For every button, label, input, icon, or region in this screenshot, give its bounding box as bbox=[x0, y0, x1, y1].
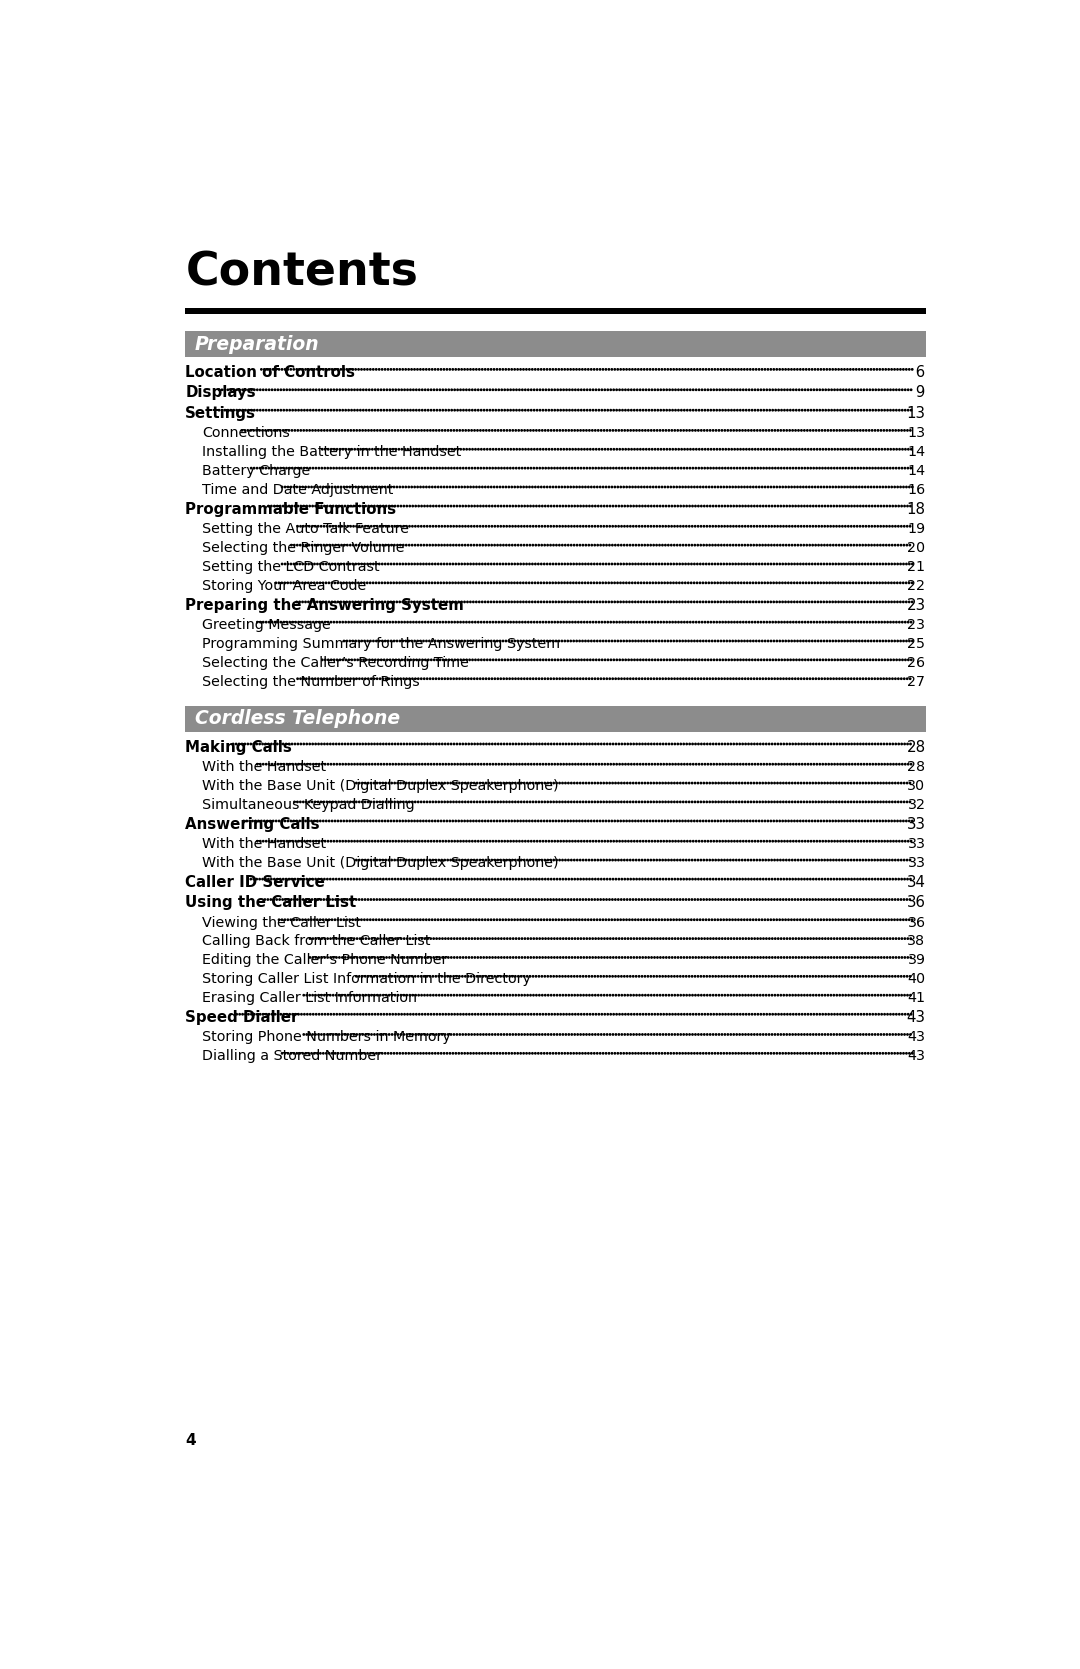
Text: 13: 13 bbox=[906, 406, 926, 421]
Text: 25: 25 bbox=[907, 638, 926, 651]
Text: 36: 36 bbox=[906, 895, 926, 910]
Text: Storing Caller List Information in the Directory: Storing Caller List Information in the D… bbox=[202, 973, 531, 986]
Text: Speed Dialler: Speed Dialler bbox=[186, 1010, 299, 1025]
Text: 34: 34 bbox=[906, 875, 926, 890]
Text: 36: 36 bbox=[907, 916, 926, 930]
Text: Editing the Caller’s Phone Number: Editing the Caller’s Phone Number bbox=[202, 953, 448, 968]
Text: 30: 30 bbox=[907, 779, 926, 793]
Text: 39: 39 bbox=[907, 953, 926, 968]
Text: Cordless Telephone: Cordless Telephone bbox=[194, 709, 400, 728]
Text: 6: 6 bbox=[912, 366, 926, 381]
Text: 14: 14 bbox=[907, 464, 926, 477]
Text: 22: 22 bbox=[907, 579, 926, 592]
Text: 33: 33 bbox=[907, 856, 926, 870]
Text: Greeting Message: Greeting Message bbox=[202, 618, 332, 633]
Text: Making Calls: Making Calls bbox=[186, 739, 293, 754]
Text: Erasing Caller List Information: Erasing Caller List Information bbox=[202, 991, 418, 1005]
Text: Installing the Battery in the Handset: Installing the Battery in the Handset bbox=[202, 446, 461, 459]
Text: 14: 14 bbox=[907, 446, 926, 459]
Text: 13: 13 bbox=[907, 426, 926, 441]
Text: 33: 33 bbox=[906, 816, 926, 831]
Text: 20: 20 bbox=[907, 541, 926, 556]
Text: Using the Caller List: Using the Caller List bbox=[186, 895, 356, 910]
Text: 23: 23 bbox=[907, 618, 926, 633]
Text: With the Base Unit (Digital Duplex Speakerphone): With the Base Unit (Digital Duplex Speak… bbox=[202, 779, 559, 793]
Text: 38: 38 bbox=[907, 935, 926, 948]
Text: 9: 9 bbox=[912, 386, 926, 401]
Text: Programming Summary for the Answering System: Programming Summary for the Answering Sy… bbox=[202, 638, 561, 651]
Text: Answering Calls: Answering Calls bbox=[186, 816, 320, 831]
Text: Selecting the Number of Rings: Selecting the Number of Rings bbox=[202, 674, 420, 689]
Text: Storing Your Area Code: Storing Your Area Code bbox=[202, 579, 367, 592]
Text: Viewing the Caller List: Viewing the Caller List bbox=[202, 916, 362, 930]
Text: Location of Controls: Location of Controls bbox=[186, 366, 355, 381]
Text: Time and Date Adjustment: Time and Date Adjustment bbox=[202, 482, 394, 497]
Text: 21: 21 bbox=[907, 559, 926, 574]
Text: 28: 28 bbox=[907, 759, 926, 774]
Text: With the Handset: With the Handset bbox=[202, 838, 326, 851]
Text: Preparing the Answering System: Preparing the Answering System bbox=[186, 598, 464, 613]
Text: 28: 28 bbox=[906, 739, 926, 754]
Text: 43: 43 bbox=[907, 1050, 926, 1063]
Text: 16: 16 bbox=[907, 482, 926, 497]
Text: 43: 43 bbox=[907, 1030, 926, 1045]
Text: 19: 19 bbox=[907, 522, 926, 536]
Text: Setting the Auto Talk Feature: Setting the Auto Talk Feature bbox=[202, 522, 409, 536]
Text: Calling Back from the Caller List: Calling Back from the Caller List bbox=[202, 935, 431, 948]
Text: Battery Charge: Battery Charge bbox=[202, 464, 311, 477]
Text: With the Handset: With the Handset bbox=[202, 759, 326, 774]
Text: Preparation: Preparation bbox=[194, 335, 320, 354]
Text: 33: 33 bbox=[907, 838, 926, 851]
Text: Caller ID Service: Caller ID Service bbox=[186, 875, 325, 890]
Text: Dialling a Stored Number: Dialling a Stored Number bbox=[202, 1050, 382, 1063]
Bar bbox=[186, 706, 926, 733]
Text: 43: 43 bbox=[906, 1010, 926, 1025]
Text: 4: 4 bbox=[186, 1432, 195, 1447]
Text: 41: 41 bbox=[907, 991, 926, 1005]
Text: 18: 18 bbox=[906, 502, 926, 517]
Text: Storing Phone Numbers in Memory: Storing Phone Numbers in Memory bbox=[202, 1030, 451, 1045]
Text: Displays: Displays bbox=[186, 386, 256, 401]
Text: Programmable Functions: Programmable Functions bbox=[186, 502, 396, 517]
Text: Settings: Settings bbox=[186, 406, 256, 421]
Text: Simultaneous Keypad Dialling: Simultaneous Keypad Dialling bbox=[202, 798, 415, 811]
Text: 26: 26 bbox=[907, 656, 926, 669]
Text: 23: 23 bbox=[906, 598, 926, 613]
Text: Connections: Connections bbox=[202, 426, 291, 441]
Text: 40: 40 bbox=[907, 973, 926, 986]
Text: Contents: Contents bbox=[186, 250, 418, 295]
Text: 32: 32 bbox=[907, 798, 926, 811]
Text: With the Base Unit (Digital Duplex Speakerphone): With the Base Unit (Digital Duplex Speak… bbox=[202, 856, 559, 870]
Bar bbox=[186, 330, 926, 357]
Text: Selecting the Caller’s Recording Time: Selecting the Caller’s Recording Time bbox=[202, 656, 470, 669]
Text: Selecting the Ringer Volume: Selecting the Ringer Volume bbox=[202, 541, 405, 556]
Text: Setting the LCD Contrast: Setting the LCD Contrast bbox=[202, 559, 380, 574]
Text: 27: 27 bbox=[907, 674, 926, 689]
Bar bbox=[186, 309, 926, 314]
